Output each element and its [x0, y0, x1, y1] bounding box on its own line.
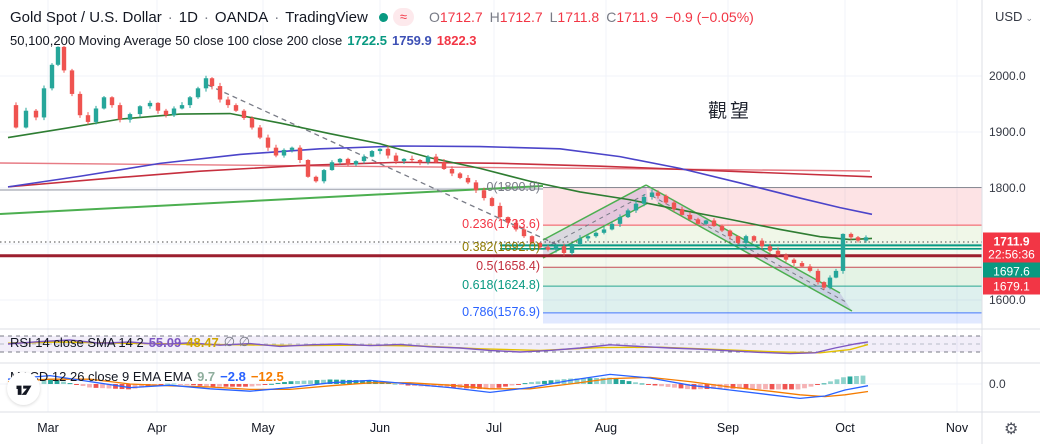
ma200-value: 1822.3 [436, 33, 477, 48]
currency-selector[interactable]: USD ⌄ [995, 9, 1033, 24]
month-label-Nov: Nov [945, 421, 969, 435]
high-value: 1712.7 [499, 9, 543, 25]
price-tick-1900.0: 1900.0 [989, 125, 1026, 139]
market-status-icon [378, 12, 388, 22]
month-label-Aug: Aug [594, 421, 618, 435]
symbol-title: Gold Spot / U.S. Dollar [10, 8, 162, 26]
macd-hist-value: 9.7 [197, 369, 216, 384]
rsi-empty-values: ∅ ∅ [223, 334, 251, 349]
price-axis[interactable]: USD ⌄ 2000.0 1900.0 1800.0 1600.0 0.0 1711.9 2… [983, 0, 1040, 444]
fib-level-label-0.382: 0.382(1692.0) [462, 240, 540, 255]
month-label-Sep: Sep [716, 421, 740, 435]
high-label: H [489, 9, 500, 25]
tradingview-logo-icon [16, 385, 31, 395]
time-axis[interactable]: Mar Apr May Jun Jul Aug Sep Oct Nov ⚙ [0, 413, 1040, 444]
ma-legend[interactable]: 50,100,200 Moving Average 50 close 100 c… [10, 33, 477, 48]
bar-countdown-label: 22:56:36 [983, 245, 1040, 263]
rsi-value: 55.09 [148, 334, 182, 350]
fib-level-label-0.236: 0.236(1733.6) [462, 217, 540, 232]
chevron-down-icon: ⌄ [1025, 13, 1033, 23]
rsi-legend-label: RSI 14 close SMA 14 2 [10, 334, 144, 350]
rsi-sma-value: 48.47 [186, 334, 219, 350]
interval-label: 1D [178, 8, 198, 26]
low-value: 1711.8 [557, 9, 600, 25]
fib-level-label-0.786: 0.786(1576.9) [462, 304, 540, 319]
month-label-Mar: Mar [37, 421, 59, 435]
separator: · [274, 8, 280, 26]
exchange-label: OANDA [214, 8, 269, 26]
month-label-May: May [251, 421, 275, 435]
price-line-label: 1711.9 [983, 232, 1040, 250]
fib-level-label-0: 0(1800.8) [486, 179, 540, 194]
price-line-label: 1697.6 [983, 262, 1040, 280]
close-label: C [606, 9, 617, 25]
platform-label: TradingView [285, 8, 368, 26]
month-label-Jun: Jun [369, 421, 391, 435]
ohlc-readout: O1712.7 H1712.7 L1711.8 C1711.9 −0.9 (−0… [429, 9, 754, 25]
macd-signal-value: −12.5 [250, 369, 284, 384]
month-label-Apr: Apr [147, 421, 167, 435]
separator: · [203, 8, 209, 26]
currency-label: USD [995, 9, 1023, 24]
price-tick-1800.0: 1800.0 [989, 181, 1026, 195]
close-value: 1711.9 [616, 9, 659, 25]
ma100-value: 1759.9 [391, 33, 432, 48]
month-label-Oct: Oct [835, 421, 855, 435]
price-tick-1600.0: 1600.0 [989, 293, 1026, 307]
open-label: O [428, 9, 440, 25]
month-label-Jul: Jul [486, 421, 502, 435]
fib-level-label-0.618: 0.618(1624.8) [462, 278, 540, 293]
macd-zero-tick: 0.0 [989, 377, 1006, 391]
settings-gear-icon[interactable]: ⚙ [1004, 421, 1019, 438]
chart-text-annotation[interactable]: 觀望 [708, 101, 753, 122]
macd-legend-label: MACD 12 26 close 9 EMA EMA [10, 369, 193, 384]
symbol-legend[interactable]: Gold Spot / U.S. Dollar · 1D · OANDA · T… [10, 8, 754, 26]
ma50-value: 1722.5 [347, 33, 387, 48]
ma-legend-label: 50,100,200 Moving Average 50 close 100 c… [10, 33, 343, 48]
price-line-label: 1679.1 [983, 277, 1040, 295]
low-label: L [549, 9, 558, 25]
change-value: −0.9 (−0.05%) [665, 9, 754, 25]
fib-level-label-0.5: 0.5(1658.4) [476, 259, 540, 274]
open-value: 1712.7 [439, 9, 483, 25]
separator: · [167, 8, 173, 26]
macd-line-value: −2.8 [220, 369, 246, 384]
macd-legend[interactable]: MACD 12 26 close 9 EMA EMA 9.7 −2.8 −12.… [10, 369, 284, 384]
tradingview-logo[interactable] [7, 372, 40, 405]
delayed-data-badge[interactable]: ≈ [392, 8, 414, 26]
price-tick-2000.0: 2000.0 [989, 69, 1026, 83]
rsi-legend[interactable]: RSI 14 close SMA 14 2 55.09 48.47 ∅ ∅ [10, 334, 250, 350]
